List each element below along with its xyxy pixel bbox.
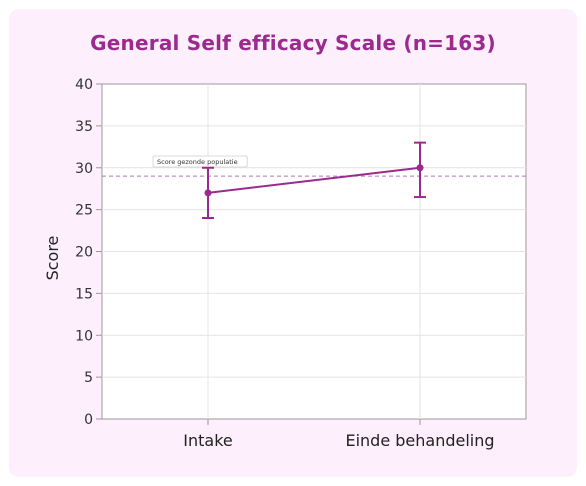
data-point (416, 164, 424, 172)
reference-label: Score gezonde populatie (157, 158, 238, 166)
y-tick-label: 25 (75, 203, 93, 219)
y-tick-label: 0 (84, 412, 93, 428)
series-line (207, 166, 421, 194)
y-tick-label: 5 (84, 370, 93, 386)
data-point (204, 189, 212, 197)
y-tick-label: 35 (75, 119, 93, 135)
series-group (202, 141, 426, 219)
x-tick-label: Intake (183, 431, 232, 450)
y-axis-ticks: 0 5 10 15 20 25 30 35 40 (75, 77, 102, 428)
chart-title: General Self efficacy Scale (n=163) (90, 31, 496, 55)
grid-lines (102, 84, 526, 419)
x-axis-ticks: Intake Einde behandeling (183, 419, 495, 450)
x-tick-label: Einde behandeling (345, 431, 494, 450)
y-axis-title: Score (43, 236, 62, 281)
y-tick-label: 15 (75, 286, 93, 302)
reference-line-group: Score gezonde populatie (102, 155, 526, 177)
y-tick-label: 40 (75, 77, 93, 93)
y-tick-label: 20 (75, 245, 93, 261)
reference-label-box (152, 155, 248, 168)
y-tick-label: 30 (75, 161, 93, 177)
y-tick-label: 10 (75, 328, 93, 344)
